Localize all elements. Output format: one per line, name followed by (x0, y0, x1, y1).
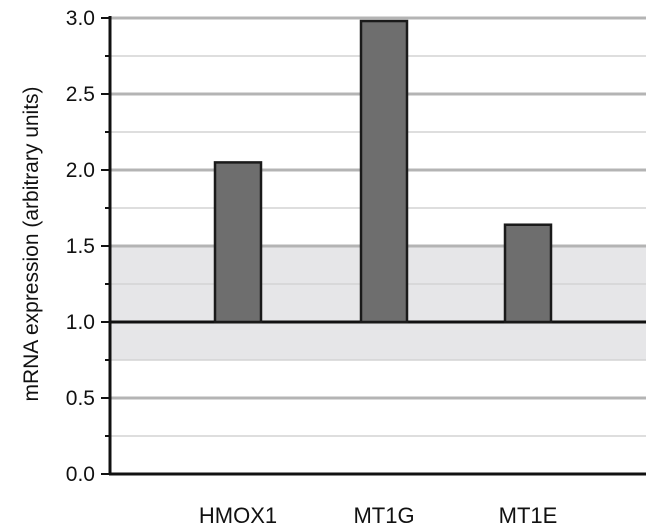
y-tick-label: 2.0 (66, 159, 95, 182)
x-category-label: MT1G (353, 503, 414, 528)
y-tick-label: 2.5 (66, 83, 95, 106)
bar-layer (213, 19, 553, 324)
axis-layer (108, 16, 646, 476)
x-category-label: HMOX1 (199, 503, 277, 528)
y-tick-label: 1.0 (66, 311, 95, 334)
y-tick-label: 3.0 (66, 7, 95, 30)
bar-hmox1 (213, 161, 263, 324)
bar-mt1e (503, 223, 553, 324)
y-tick-label: 0.5 (66, 387, 95, 410)
bar-mt1g (359, 19, 409, 324)
x-category-label: MT1E (499, 503, 558, 528)
y-tick-label: 1.5 (66, 235, 95, 258)
y-axis-title: mRNA expression (arbitrary units) (20, 86, 43, 401)
label-layer: 0.0 0.5 1.0 1.5 2.0 2.5 3.0 HMOX1 MT1G MT1E (66, 7, 558, 528)
y-tick-label: 0.0 (66, 463, 95, 486)
